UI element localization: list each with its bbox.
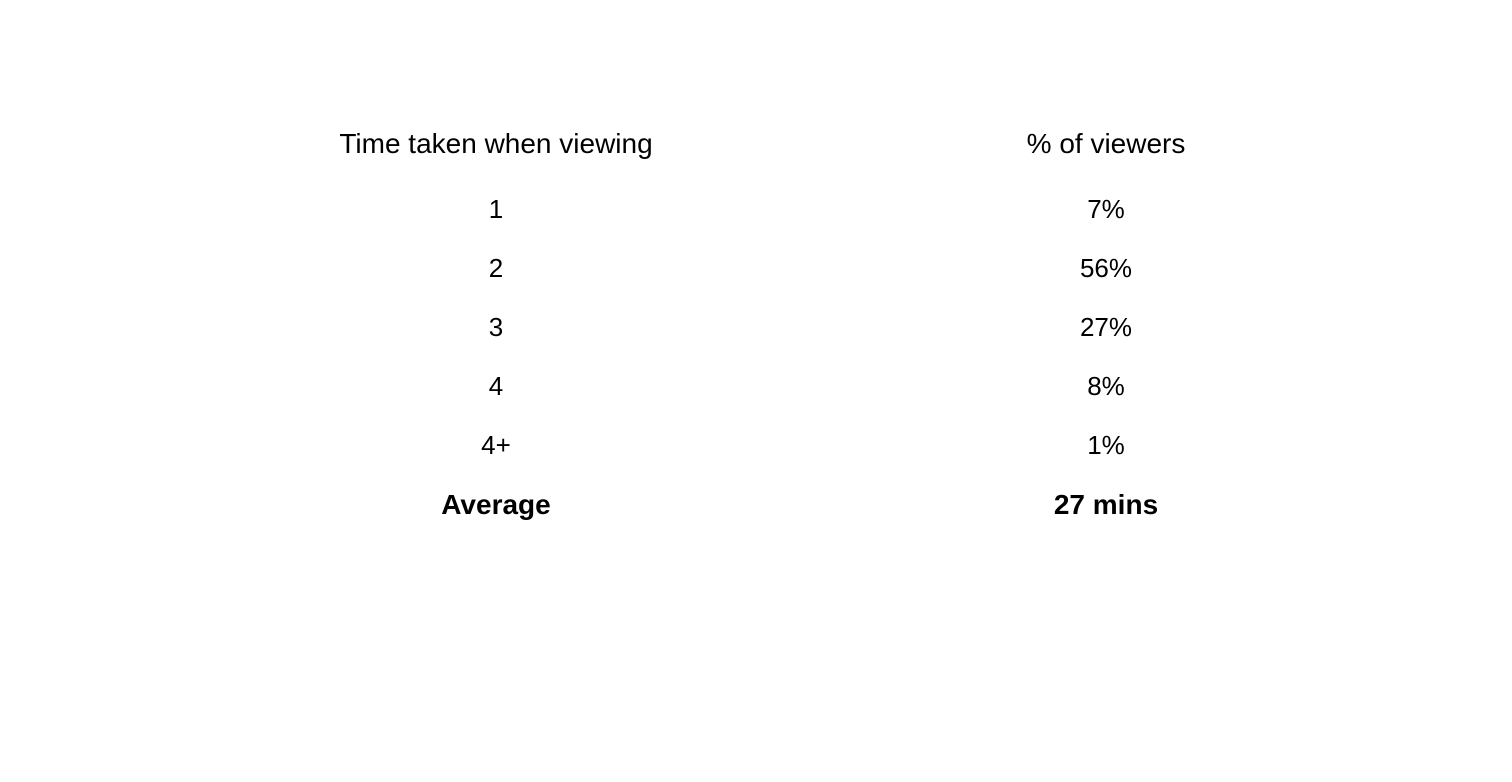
- footer-label-average: Average: [306, 489, 686, 521]
- table-row: 1 7%: [306, 194, 1206, 225]
- header-time-taken: Time taken when viewing: [306, 128, 686, 160]
- viewing-time-table: Time taken when viewing % of viewers 1 7…: [306, 128, 1206, 521]
- cell-time: 2: [306, 253, 686, 284]
- cell-time: 4: [306, 371, 686, 402]
- table-row: 2 56%: [306, 253, 1206, 284]
- header-percent-viewers: % of viewers: [1006, 128, 1206, 160]
- table-header-row: Time taken when viewing % of viewers: [306, 128, 1206, 160]
- cell-percent: 56%: [1006, 253, 1206, 284]
- cell-time: 1: [306, 194, 686, 225]
- table-footer-row: Average 27 mins: [306, 489, 1206, 521]
- cell-time: 4+: [306, 430, 686, 461]
- cell-percent: 8%: [1006, 371, 1206, 402]
- table-row: 4+ 1%: [306, 430, 1206, 461]
- footer-value-average: 27 mins: [1006, 489, 1206, 521]
- cell-time: 3: [306, 312, 686, 343]
- cell-percent: 7%: [1006, 194, 1206, 225]
- cell-percent: 1%: [1006, 430, 1206, 461]
- table-row: 3 27%: [306, 312, 1206, 343]
- table-row: 4 8%: [306, 371, 1206, 402]
- cell-percent: 27%: [1006, 312, 1206, 343]
